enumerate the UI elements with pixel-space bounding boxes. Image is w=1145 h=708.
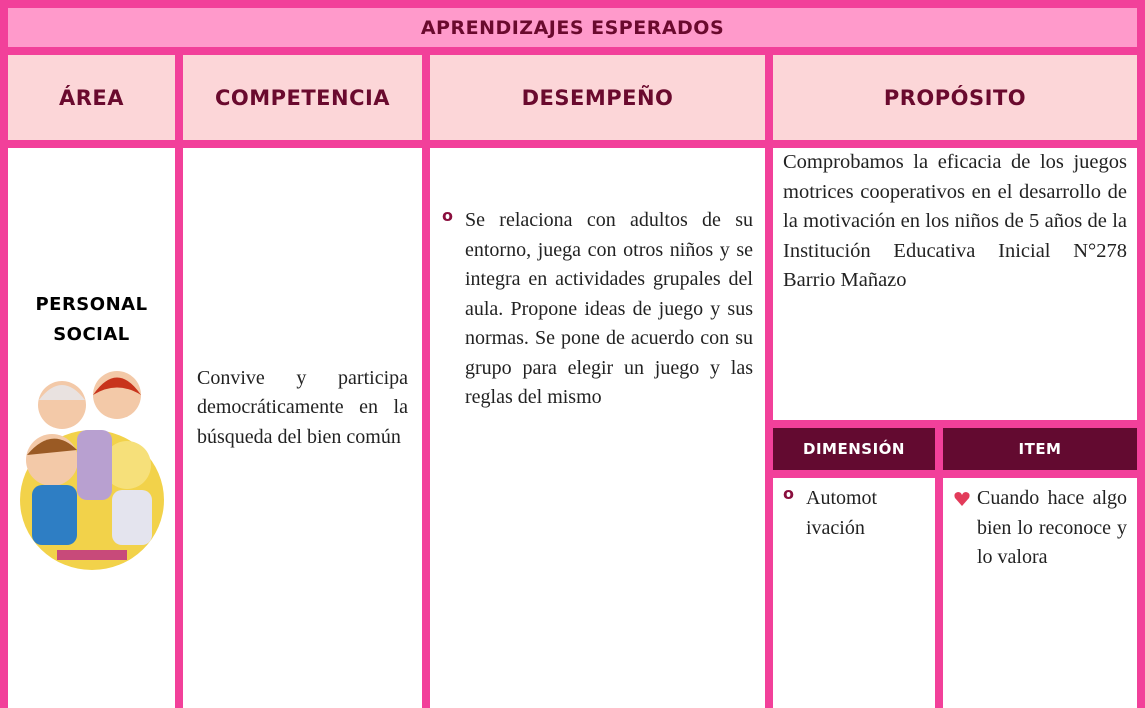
desempeno-cell: o Se relaciona con adultos de su entorno,… [430, 148, 765, 708]
proposito-text: Comprobamos la eficacia de los juegos mo… [783, 151, 1127, 291]
table-title: APRENDIZAJES ESPERADOS [8, 8, 1137, 47]
header-cell: COMPETENCIA [183, 55, 422, 140]
dimension-text: Automotivación [806, 487, 878, 539]
subheader-cell: ITEM [943, 428, 1137, 470]
children-illustration [19, 371, 164, 570]
subheader-cell: DIMENSIÓN [773, 428, 935, 470]
item-cell: Cuando hace algo bien lo reconoce y lo v… [943, 478, 1137, 708]
heart-icon [954, 492, 970, 506]
area-text: PERSONAL SOCIAL [35, 294, 148, 345]
dimension-cell: o Automotivación [773, 478, 935, 708]
competencia-cell: Convive y participa democráticamente en … [183, 148, 422, 708]
proposito-cell: Comprobamos la eficacia de los juegos mo… [773, 148, 1137, 420]
header-cell: DESEMPEÑO [430, 55, 765, 140]
competencia-text: Convive y participa democráticamente en … [197, 366, 408, 448]
item-text: Cuando hace algo bien lo reconoce y lo v… [977, 487, 1127, 568]
area-cell: PERSONAL SOCIAL [8, 148, 175, 708]
header-cell: PROPÓSITO [773, 55, 1137, 140]
desempeno-text: Se relaciona con adultos de su entorno, … [465, 209, 753, 408]
header-cell: ÁREA [8, 55, 175, 140]
